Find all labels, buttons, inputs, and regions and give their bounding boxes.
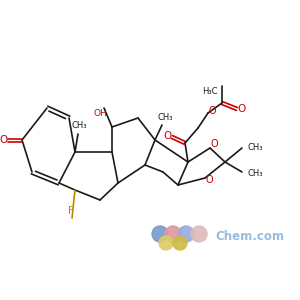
Text: O: O xyxy=(205,175,213,185)
Circle shape xyxy=(165,226,181,242)
Circle shape xyxy=(159,236,173,250)
Text: CH₃: CH₃ xyxy=(157,112,173,122)
Text: Chem.com: Chem.com xyxy=(215,230,284,242)
Text: H₃C: H₃C xyxy=(202,88,218,97)
Circle shape xyxy=(152,226,168,242)
Circle shape xyxy=(178,226,194,242)
Text: F: F xyxy=(68,206,74,216)
Text: O: O xyxy=(208,106,216,116)
Text: OH: OH xyxy=(93,110,107,118)
Text: O: O xyxy=(210,139,218,149)
Circle shape xyxy=(191,226,207,242)
Text: CH₃: CH₃ xyxy=(247,169,262,178)
Text: CH₃: CH₃ xyxy=(71,122,87,130)
Text: O: O xyxy=(163,131,171,141)
Text: O: O xyxy=(0,135,8,145)
Circle shape xyxy=(173,236,187,250)
Text: O: O xyxy=(238,104,246,114)
Text: CH₃: CH₃ xyxy=(247,143,262,152)
